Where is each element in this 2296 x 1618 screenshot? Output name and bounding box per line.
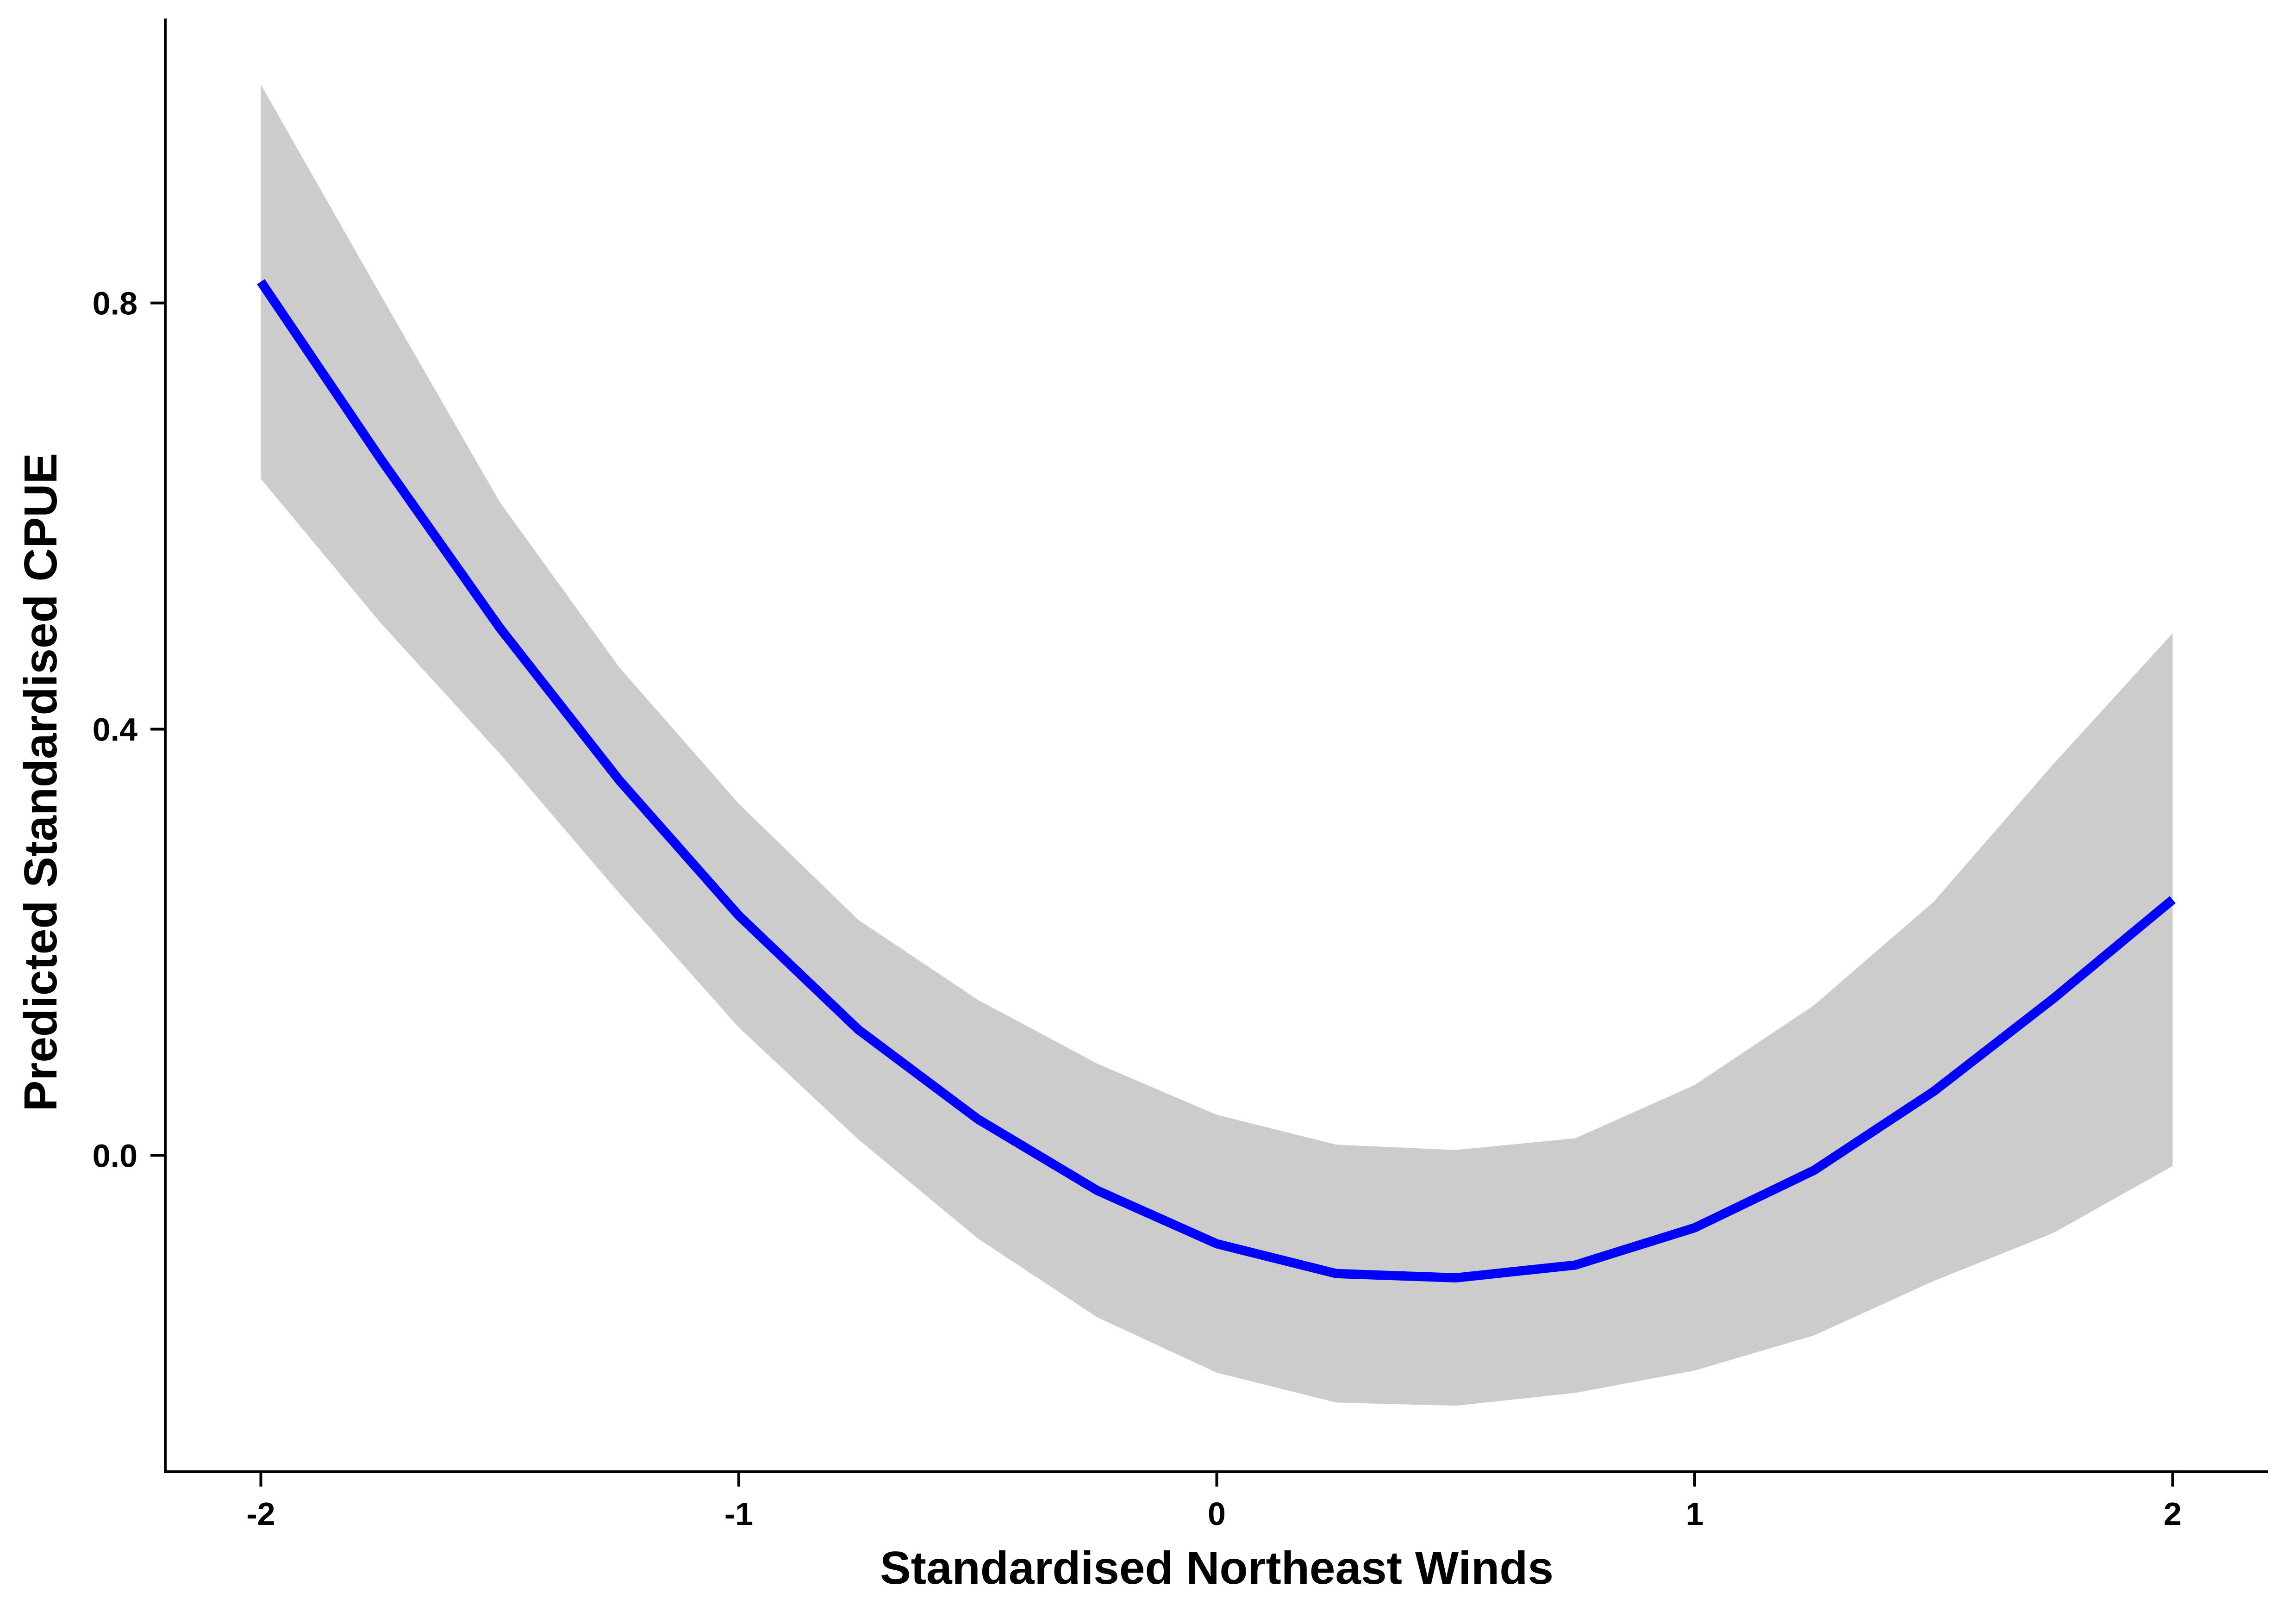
y-axis-title: Predicted Standardised CPUE <box>15 453 67 1112</box>
axes: -2 -1 0 1 2 0.0 0.4 0.8 <box>93 19 2268 1532</box>
x-tick-label: 1 <box>1686 1496 1704 1532</box>
x-tick-label: -1 <box>724 1496 753 1532</box>
x-tick-label: 2 <box>2164 1496 2182 1532</box>
y-tick-label: 0.8 <box>93 286 137 322</box>
x-tick-label: 0 <box>1208 1496 1226 1532</box>
y-tick-label: 0.4 <box>93 711 137 747</box>
y-tick-label: 0.0 <box>93 1138 137 1174</box>
plot-area <box>257 84 2176 1406</box>
x-tick-label: -2 <box>246 1496 275 1532</box>
x-axis-title: Standardised Northeast Winds <box>880 1542 1554 1594</box>
confidence-ribbon <box>261 84 2173 1406</box>
fitted-line <box>257 279 2176 1282</box>
